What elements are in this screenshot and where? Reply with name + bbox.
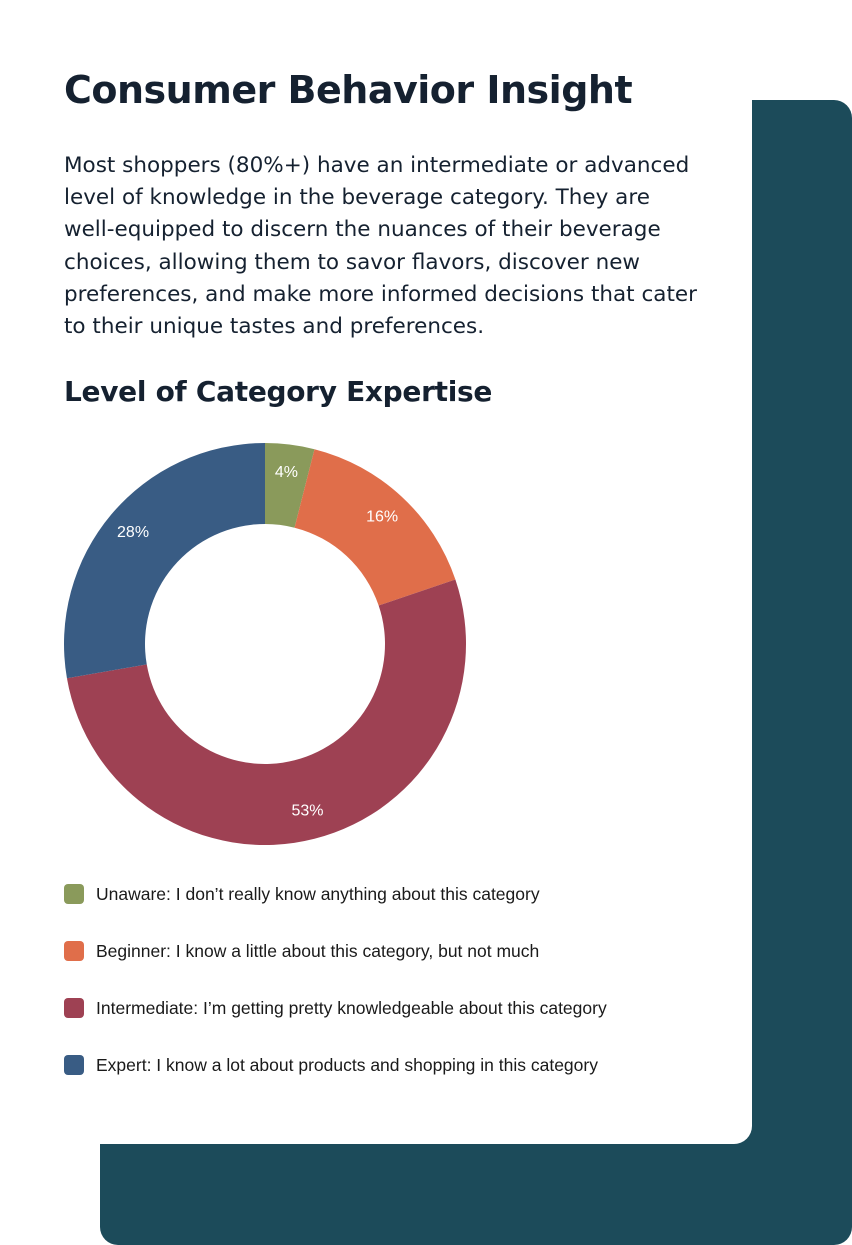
legend-item-3: Expert: I know a lot about products and … bbox=[64, 1048, 724, 1082]
legend-label-0: Unaware: I don’t really know anything ab… bbox=[96, 883, 540, 904]
legend-label-2: Intermediate: I’m getting pretty knowled… bbox=[96, 997, 607, 1018]
chart-title: Level of Category Expertise bbox=[64, 375, 493, 408]
donut-slice-label-0: 4% bbox=[275, 464, 298, 481]
donut-slice-1 bbox=[294, 449, 456, 606]
donut-slice-3 bbox=[63, 443, 265, 679]
content-card: Consumer Behavior Insight Most shoppers … bbox=[63, 68, 724, 1105]
chart-legend: Unaware: I don’t really know anything ab… bbox=[64, 877, 724, 1105]
donut-slice-label-3: 28% bbox=[117, 524, 149, 541]
donut-slice-label-1: 16% bbox=[366, 509, 398, 526]
page-title: Consumer Behavior Insight bbox=[64, 68, 633, 112]
donut-chart: 4% 16% 53% 28% bbox=[63, 443, 466, 846]
donut-slice-0 bbox=[265, 443, 315, 528]
donut-slice-2 bbox=[66, 579, 466, 846]
donut-slice-label-2: 53% bbox=[291, 802, 323, 819]
legend-item-0: Unaware: I don’t really know anything ab… bbox=[64, 877, 724, 911]
legend-swatch-2 bbox=[64, 998, 84, 1018]
legend-item-2: Intermediate: I’m getting pretty knowled… bbox=[64, 991, 724, 1025]
legend-label-3: Expert: I know a lot about products and … bbox=[96, 1054, 598, 1075]
intro-paragraph: Most shoppers (80%+) have an intermediat… bbox=[64, 153, 697, 340]
legend-swatch-0 bbox=[64, 884, 84, 904]
legend-swatch-3 bbox=[64, 1055, 84, 1075]
legend-item-1: Beginner: I know a little about this cat… bbox=[64, 934, 724, 968]
legend-label-1: Beginner: I know a little about this cat… bbox=[96, 940, 540, 961]
legend-swatch-1 bbox=[64, 941, 84, 961]
